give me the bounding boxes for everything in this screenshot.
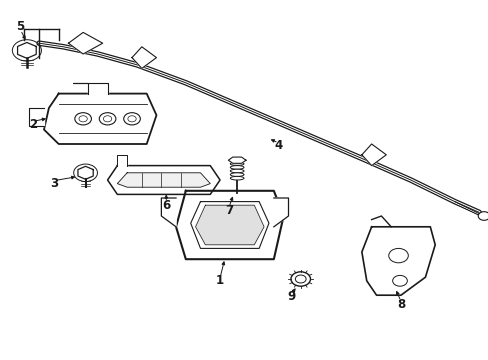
Ellipse shape <box>230 162 244 166</box>
Polygon shape <box>68 32 102 54</box>
Text: 9: 9 <box>287 291 295 303</box>
Polygon shape <box>117 155 127 166</box>
Text: 2: 2 <box>29 118 37 131</box>
Polygon shape <box>18 42 36 58</box>
Ellipse shape <box>230 173 244 176</box>
Polygon shape <box>73 83 107 94</box>
Text: 5: 5 <box>17 21 24 33</box>
Ellipse shape <box>230 166 244 169</box>
Circle shape <box>477 212 488 220</box>
Polygon shape <box>361 227 434 295</box>
Polygon shape <box>195 205 264 245</box>
Polygon shape <box>44 94 156 144</box>
Polygon shape <box>29 108 44 126</box>
Polygon shape <box>176 191 283 259</box>
Ellipse shape <box>230 176 244 180</box>
Polygon shape <box>273 198 288 227</box>
Text: 7: 7 <box>224 204 232 217</box>
Ellipse shape <box>230 169 244 173</box>
Text: 3: 3 <box>50 177 58 190</box>
Polygon shape <box>161 198 176 227</box>
Polygon shape <box>228 157 245 163</box>
Text: 8: 8 <box>396 298 404 311</box>
Polygon shape <box>107 166 220 194</box>
Polygon shape <box>190 202 268 248</box>
Text: 4: 4 <box>274 139 282 152</box>
Polygon shape <box>132 47 156 68</box>
Polygon shape <box>117 173 210 187</box>
Polygon shape <box>361 144 386 166</box>
Text: 1: 1 <box>216 274 224 287</box>
Polygon shape <box>78 166 93 179</box>
Text: 6: 6 <box>162 199 170 212</box>
